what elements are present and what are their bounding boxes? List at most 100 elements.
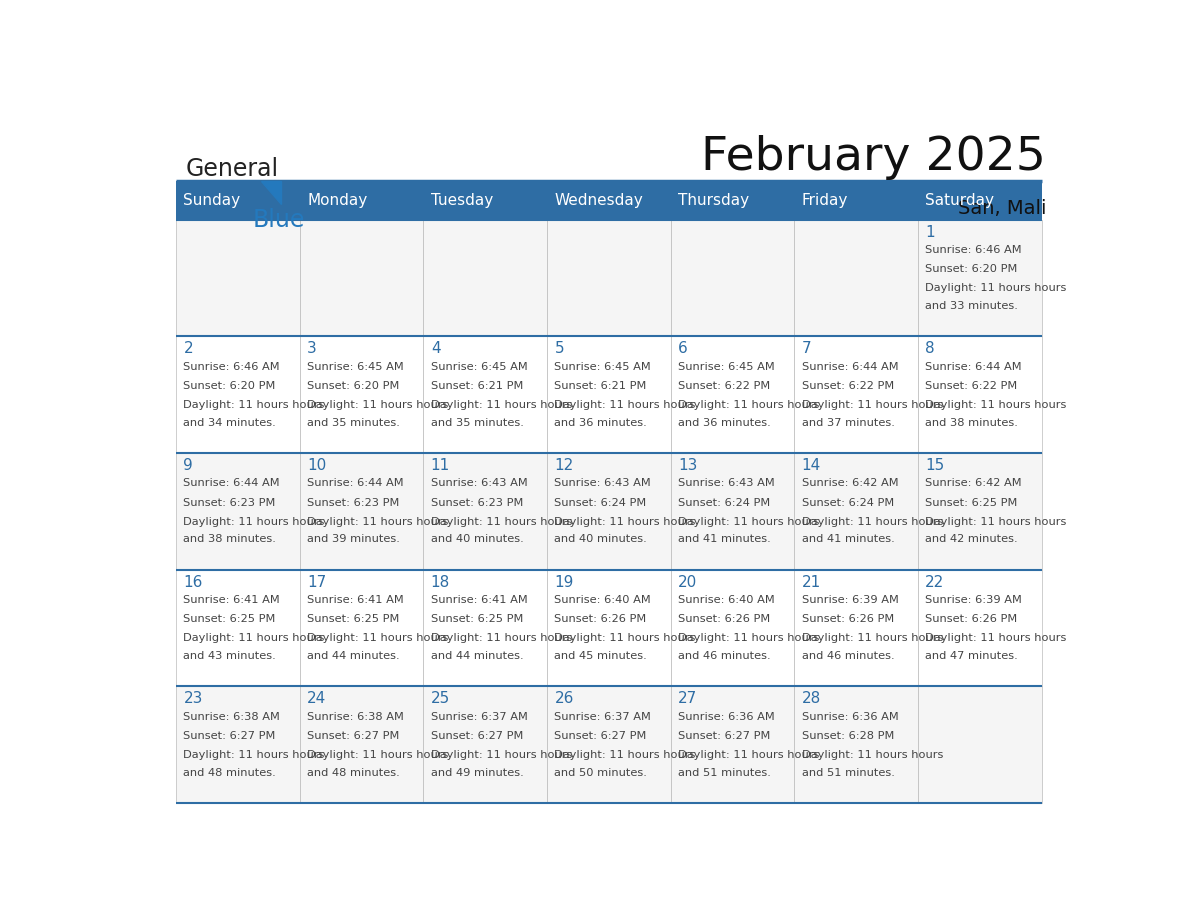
- Text: 25: 25: [431, 691, 450, 706]
- Text: Daylight: 11 hours hours: Daylight: 11 hours hours: [555, 750, 696, 760]
- Text: Daylight: 11 hours hours: Daylight: 11 hours hours: [183, 750, 324, 760]
- Text: Sunrise: 6:37 AM: Sunrise: 6:37 AM: [431, 711, 527, 722]
- Text: and 35 minutes.: and 35 minutes.: [431, 418, 524, 428]
- Text: Sunset: 6:27 PM: Sunset: 6:27 PM: [678, 731, 770, 741]
- Text: Sunset: 6:24 PM: Sunset: 6:24 PM: [678, 498, 770, 508]
- Text: Sunrise: 6:45 AM: Sunrise: 6:45 AM: [431, 362, 527, 372]
- Text: and 41 minutes.: and 41 minutes.: [678, 534, 771, 544]
- Text: Sunrise: 6:41 AM: Sunrise: 6:41 AM: [431, 595, 527, 605]
- Bar: [546, 336, 671, 453]
- Bar: [176, 219, 299, 336]
- Text: Sunrise: 6:43 AM: Sunrise: 6:43 AM: [431, 478, 527, 488]
- Text: Daylight: 11 hours hours: Daylight: 11 hours hours: [678, 633, 820, 644]
- Text: 17: 17: [308, 575, 327, 589]
- Text: Daylight: 11 hours hours: Daylight: 11 hours hours: [802, 750, 943, 760]
- Text: Daylight: 11 hours hours: Daylight: 11 hours hours: [183, 400, 324, 410]
- Text: and 46 minutes.: and 46 minutes.: [802, 651, 895, 661]
- Bar: [176, 336, 299, 453]
- Text: and 38 minutes.: and 38 minutes.: [183, 534, 277, 544]
- Bar: [546, 687, 671, 803]
- Text: 20: 20: [678, 575, 697, 589]
- Text: Daylight: 11 hours hours: Daylight: 11 hours hours: [678, 517, 820, 527]
- Text: Daylight: 11 hours hours: Daylight: 11 hours hours: [555, 517, 696, 527]
- Text: 10: 10: [308, 458, 327, 473]
- Bar: [918, 569, 1042, 687]
- Text: Sunset: 6:20 PM: Sunset: 6:20 PM: [183, 381, 276, 391]
- Bar: [423, 569, 546, 687]
- Text: Sunset: 6:27 PM: Sunset: 6:27 PM: [308, 731, 399, 741]
- Text: Daylight: 11 hours hours: Daylight: 11 hours hours: [183, 517, 324, 527]
- Text: San, Mali: San, Mali: [958, 198, 1047, 218]
- Bar: [299, 181, 423, 219]
- Text: and 40 minutes.: and 40 minutes.: [431, 534, 524, 544]
- Text: Daylight: 11 hours hours: Daylight: 11 hours hours: [308, 633, 449, 644]
- Text: Wednesday: Wednesday: [555, 193, 643, 207]
- Text: Sunset: 6:26 PM: Sunset: 6:26 PM: [555, 614, 646, 624]
- Text: Sunset: 6:28 PM: Sunset: 6:28 PM: [802, 731, 895, 741]
- Text: and 41 minutes.: and 41 minutes.: [802, 534, 895, 544]
- Text: and 50 minutes.: and 50 minutes.: [555, 767, 647, 778]
- Bar: [423, 219, 546, 336]
- Text: 15: 15: [925, 458, 944, 473]
- Text: 4: 4: [431, 341, 441, 356]
- Text: and 40 minutes.: and 40 minutes.: [555, 534, 647, 544]
- Text: Sunset: 6:23 PM: Sunset: 6:23 PM: [183, 498, 276, 508]
- Text: Sunset: 6:23 PM: Sunset: 6:23 PM: [431, 498, 523, 508]
- Text: Sunset: 6:24 PM: Sunset: 6:24 PM: [555, 498, 646, 508]
- Text: Sunset: 6:26 PM: Sunset: 6:26 PM: [802, 614, 893, 624]
- Bar: [176, 687, 299, 803]
- Bar: [299, 336, 423, 453]
- Text: and 49 minutes.: and 49 minutes.: [431, 767, 524, 778]
- Bar: [671, 219, 795, 336]
- Bar: [546, 181, 671, 219]
- Text: and 34 minutes.: and 34 minutes.: [183, 418, 277, 428]
- Text: Thursday: Thursday: [678, 193, 750, 207]
- Bar: [918, 181, 1042, 219]
- Text: Daylight: 11 hours hours: Daylight: 11 hours hours: [431, 633, 573, 644]
- Text: Daylight: 11 hours hours: Daylight: 11 hours hours: [802, 517, 943, 527]
- Text: Daylight: 11 hours hours: Daylight: 11 hours hours: [183, 633, 324, 644]
- Text: 16: 16: [183, 575, 203, 589]
- Text: Sunset: 6:23 PM: Sunset: 6:23 PM: [308, 498, 399, 508]
- Text: Sunrise: 6:46 AM: Sunrise: 6:46 AM: [183, 362, 280, 372]
- Text: Sunrise: 6:45 AM: Sunrise: 6:45 AM: [555, 362, 651, 372]
- Bar: [795, 453, 918, 569]
- Bar: [423, 181, 546, 219]
- Text: Sunrise: 6:38 AM: Sunrise: 6:38 AM: [183, 711, 280, 722]
- Text: Daylight: 11 hours hours: Daylight: 11 hours hours: [802, 633, 943, 644]
- Text: Sunset: 6:20 PM: Sunset: 6:20 PM: [925, 264, 1018, 274]
- Text: Daylight: 11 hours hours: Daylight: 11 hours hours: [431, 517, 573, 527]
- Text: 9: 9: [183, 458, 194, 473]
- Text: and 43 minutes.: and 43 minutes.: [183, 651, 277, 661]
- Text: Sunrise: 6:36 AM: Sunrise: 6:36 AM: [802, 711, 898, 722]
- Text: Sunrise: 6:37 AM: Sunrise: 6:37 AM: [555, 711, 651, 722]
- Bar: [671, 569, 795, 687]
- Text: February 2025: February 2025: [701, 135, 1047, 180]
- Text: Sunset: 6:27 PM: Sunset: 6:27 PM: [183, 731, 276, 741]
- Text: Sunrise: 6:43 AM: Sunrise: 6:43 AM: [555, 478, 651, 488]
- Text: and 44 minutes.: and 44 minutes.: [431, 651, 524, 661]
- Text: Sunrise: 6:41 AM: Sunrise: 6:41 AM: [183, 595, 280, 605]
- Text: Sunset: 6:25 PM: Sunset: 6:25 PM: [925, 498, 1018, 508]
- Text: Sunset: 6:27 PM: Sunset: 6:27 PM: [555, 731, 646, 741]
- Polygon shape: [261, 181, 282, 204]
- Text: Sunset: 6:21 PM: Sunset: 6:21 PM: [555, 381, 646, 391]
- Text: 23: 23: [183, 691, 203, 706]
- Text: Sunrise: 6:44 AM: Sunrise: 6:44 AM: [925, 362, 1022, 372]
- Text: 27: 27: [678, 691, 697, 706]
- Text: Sunset: 6:22 PM: Sunset: 6:22 PM: [802, 381, 893, 391]
- Bar: [176, 453, 299, 569]
- Text: Sunrise: 6:43 AM: Sunrise: 6:43 AM: [678, 478, 775, 488]
- Text: Sunrise: 6:44 AM: Sunrise: 6:44 AM: [308, 478, 404, 488]
- Text: 22: 22: [925, 575, 944, 589]
- Text: Sunset: 6:25 PM: Sunset: 6:25 PM: [183, 614, 276, 624]
- Text: Sunrise: 6:42 AM: Sunrise: 6:42 AM: [925, 478, 1022, 488]
- Text: and 33 minutes.: and 33 minutes.: [925, 301, 1018, 311]
- Text: Daylight: 11 hours hours: Daylight: 11 hours hours: [308, 517, 449, 527]
- Text: and 38 minutes.: and 38 minutes.: [925, 418, 1018, 428]
- Bar: [795, 569, 918, 687]
- Text: Sunrise: 6:40 AM: Sunrise: 6:40 AM: [678, 595, 775, 605]
- Text: 12: 12: [555, 458, 574, 473]
- Text: Sunday: Sunday: [183, 193, 241, 207]
- Text: Sunset: 6:25 PM: Sunset: 6:25 PM: [431, 614, 523, 624]
